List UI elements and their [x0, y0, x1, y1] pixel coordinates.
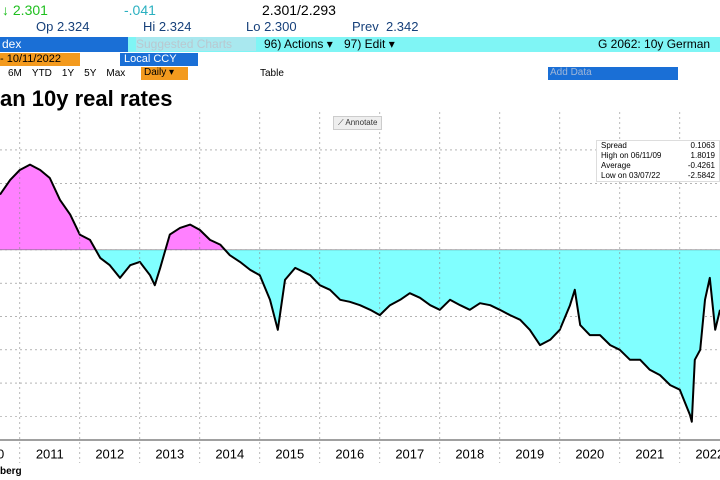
footer: berg — [0, 466, 22, 477]
stats-label: Average — [601, 161, 631, 170]
change: -.041 — [124, 2, 156, 18]
x-tick-label: 2019 — [515, 446, 544, 461]
stats-value: 1.8019 — [690, 151, 715, 160]
add-data[interactable]: Add Data — [548, 67, 678, 80]
stats-label: Spread — [601, 141, 627, 150]
table-button[interactable]: Table — [260, 68, 284, 79]
x-tick-label: 2020 — [575, 446, 604, 461]
x-tick-label: 2010 — [0, 446, 4, 461]
prev: Prev 2.342 — [352, 19, 419, 34]
range-button[interactable]: YTD — [31, 68, 52, 79]
bid-ask: 2.301/2.293 — [262, 2, 336, 18]
prev-label: Prev — [352, 19, 379, 34]
currency-field[interactable]: Local CCY — [120, 53, 198, 66]
last-price: ↓ 2.301 — [2, 2, 48, 18]
stats-value: -0.4261 — [687, 161, 715, 170]
menu-item[interactable]: dex — [2, 37, 22, 51]
x-tick-label: 2022 — [695, 446, 720, 461]
x-axis-band — [0, 440, 720, 466]
plot — [0, 149, 720, 423]
range-button[interactable]: Max — [106, 68, 126, 79]
stats-label: High on 06/11/09 — [601, 151, 662, 160]
menu-bar — [128, 37, 720, 52]
menu-bar-left — [0, 37, 128, 52]
chart-title: an 10y real rates — [0, 86, 173, 111]
range-button[interactable]: 5Y — [84, 68, 97, 79]
stats-row: Average -0.4261 — [597, 161, 719, 171]
x-tick-label: 2012 — [95, 446, 124, 461]
edit-menu[interactable]: 97) Edit ▾ — [344, 37, 395, 51]
x-tick-label: 2015 — [275, 446, 304, 461]
open: Op 2.324 — [36, 19, 90, 34]
line — [0, 163, 720, 423]
stats-row: High on 06/11/09 1.8019 — [597, 151, 719, 161]
low: Lo 2.300 — [246, 19, 297, 34]
stats-value: 0.1063 — [690, 141, 715, 150]
range-button[interactable]: 1Y — [61, 68, 75, 79]
last-value: 2.301 — [12, 2, 48, 18]
x-tick-label: 2013 — [155, 446, 184, 461]
x-tick-label: 2016 — [335, 446, 364, 461]
annotate-button[interactable]: ⟋ Annotate — [333, 116, 383, 130]
stats-label: Low on 03/07/22 — [601, 171, 661, 180]
stats-box: Spread 0.1063 High on 06/11/09 1.8019 Averag… — [596, 140, 720, 182]
x-tick-label: 2011 — [36, 446, 64, 461]
area-below — [95, 249, 720, 422]
period[interactable]: Daily ▾ — [141, 67, 188, 80]
date-field[interactable]: - 10/11/2022 — [0, 53, 80, 66]
x-tick-label: 2014 — [215, 446, 244, 461]
range-buttons: 6M YTD 1Y 5Y Max — [8, 68, 125, 79]
x-tick-label: 2017 — [395, 446, 424, 461]
range-button[interactable]: 6M — [8, 68, 22, 79]
actions-menu[interactable]: 96) Actions ▾ — [264, 37, 333, 51]
prev-value: 2.342 — [385, 19, 419, 34]
stats-row: Low on 03/07/22 -2.5842 — [597, 171, 719, 181]
high: Hi 2.324 — [143, 19, 192, 34]
x-tick-label: 2021 — [635, 446, 664, 461]
stats-row: Spread 0.1063 — [597, 141, 719, 151]
suggested-charts[interactable]: Suggested Charts — [136, 37, 256, 51]
stats-value: -2.5842 — [687, 171, 715, 180]
x-tick-label: 2018 — [455, 446, 484, 461]
annotate-label: Annotate — [345, 118, 378, 127]
security: G 2062: 10y German — [598, 37, 711, 51]
